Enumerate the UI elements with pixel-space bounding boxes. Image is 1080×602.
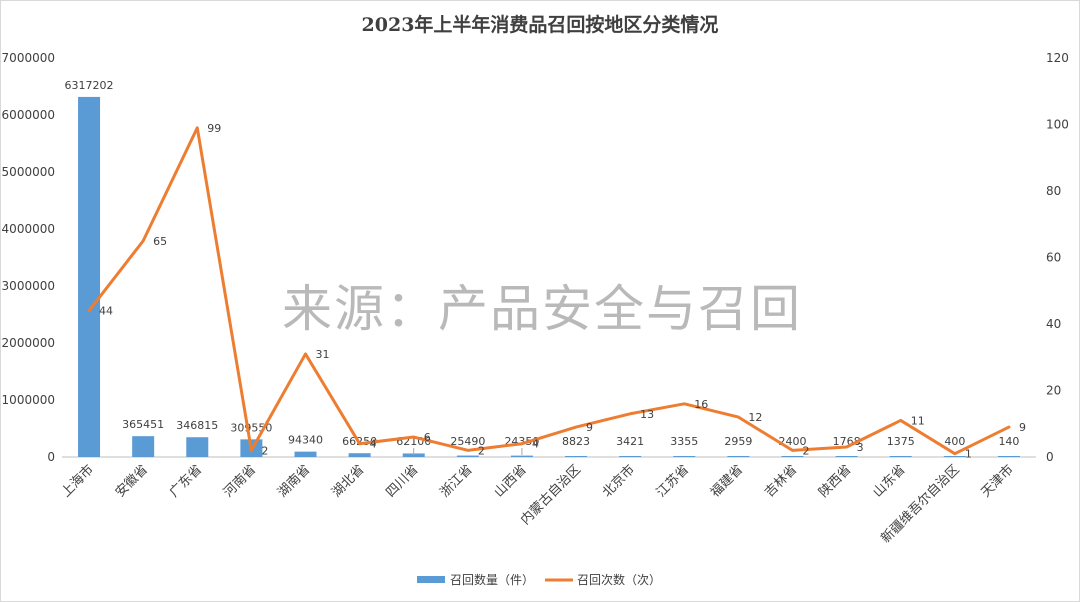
bar: [619, 456, 642, 457]
bar-value-label: 8823: [562, 435, 590, 448]
bar-value-label: 6317202: [65, 79, 114, 92]
bar-value-label: 400: [944, 435, 965, 448]
bar-value-label: 140: [998, 435, 1019, 448]
line-value-label: 44: [99, 305, 113, 318]
legend: 召回数量（件） 召回次数（次）: [417, 572, 661, 587]
bar: [943, 456, 966, 457]
bar: [673, 456, 696, 457]
legend-bar-swatch: [417, 576, 445, 583]
y-left-tick-label: 5000000: [2, 165, 55, 179]
line-value-label: 2: [478, 444, 485, 457]
y-right-tick-label: 100: [1046, 118, 1069, 132]
bar: [186, 437, 209, 457]
line-value-label: 31: [316, 348, 330, 361]
bar-value-label: 2959: [724, 435, 752, 448]
bar: [348, 453, 371, 457]
line-value-label: 2: [261, 444, 268, 457]
bar-value-label: 25490: [450, 435, 485, 448]
y-left-tick-label: 3000000: [2, 279, 55, 293]
bar-value-label: 346815: [176, 419, 218, 432]
line-value-label: 11: [911, 414, 925, 427]
bar-value-label: 3355: [670, 435, 698, 448]
y-left-tick-label: 0: [47, 450, 55, 464]
bar: [997, 456, 1020, 457]
bar: [781, 456, 804, 457]
y-right-tick-label: 40: [1046, 317, 1061, 331]
y-right-tick-label: 0: [1046, 450, 1054, 464]
bar-value-label: 94340: [288, 434, 323, 447]
bar-value-label: 3421: [616, 435, 644, 448]
watermark-text: 来源：产品安全与召回: [282, 280, 802, 338]
legend-bar-label: 召回数量（件）: [450, 572, 534, 587]
bar: [132, 436, 155, 457]
y-right-tick-label: 120: [1046, 51, 1069, 65]
bar: [402, 453, 425, 457]
line-series: [87, 126, 1011, 456]
bar: [835, 456, 858, 457]
y-left-tick-label: 7000000: [2, 51, 55, 65]
bar: [565, 456, 588, 457]
bar: [889, 456, 912, 457]
bar: [456, 455, 479, 457]
y-right-tick-label: 20: [1046, 384, 1061, 398]
line-value-label: 4: [370, 438, 377, 451]
line-value-label: 9: [1019, 421, 1026, 434]
bar-value-label: 1375: [887, 435, 915, 448]
chart-title: 2023年上半年消费品召回按地区分类情况: [362, 13, 719, 36]
bar: [510, 455, 533, 457]
line-value-label: 16: [694, 398, 708, 411]
line-value-label: 4: [532, 438, 539, 451]
line-value-label: 3: [857, 441, 864, 454]
line-value-label: 2: [803, 444, 810, 457]
legend-line-label: 召回次数（次）: [577, 572, 661, 587]
line-value-label: 9: [586, 421, 593, 434]
y-left-tick-label: 2000000: [2, 336, 55, 350]
line-value-label: 1: [965, 448, 972, 461]
line-value-label: 99: [207, 122, 221, 135]
line-value-label: 12: [748, 411, 762, 424]
line-value-label: 6: [424, 431, 431, 444]
y-left-tick-label: 1000000: [2, 393, 55, 407]
bar: [78, 96, 101, 457]
bar: [294, 451, 317, 457]
bar: [727, 456, 750, 457]
bar-value-label: 365451: [122, 418, 164, 431]
y-right-tick-label: 60: [1046, 251, 1061, 265]
y-left-tick-label: 4000000: [2, 222, 55, 236]
line-value-label: 65: [153, 235, 167, 248]
y-left-tick-label: 6000000: [2, 108, 55, 122]
y-right-tick-label: 80: [1046, 184, 1061, 198]
line-value-label: 13: [640, 408, 654, 421]
